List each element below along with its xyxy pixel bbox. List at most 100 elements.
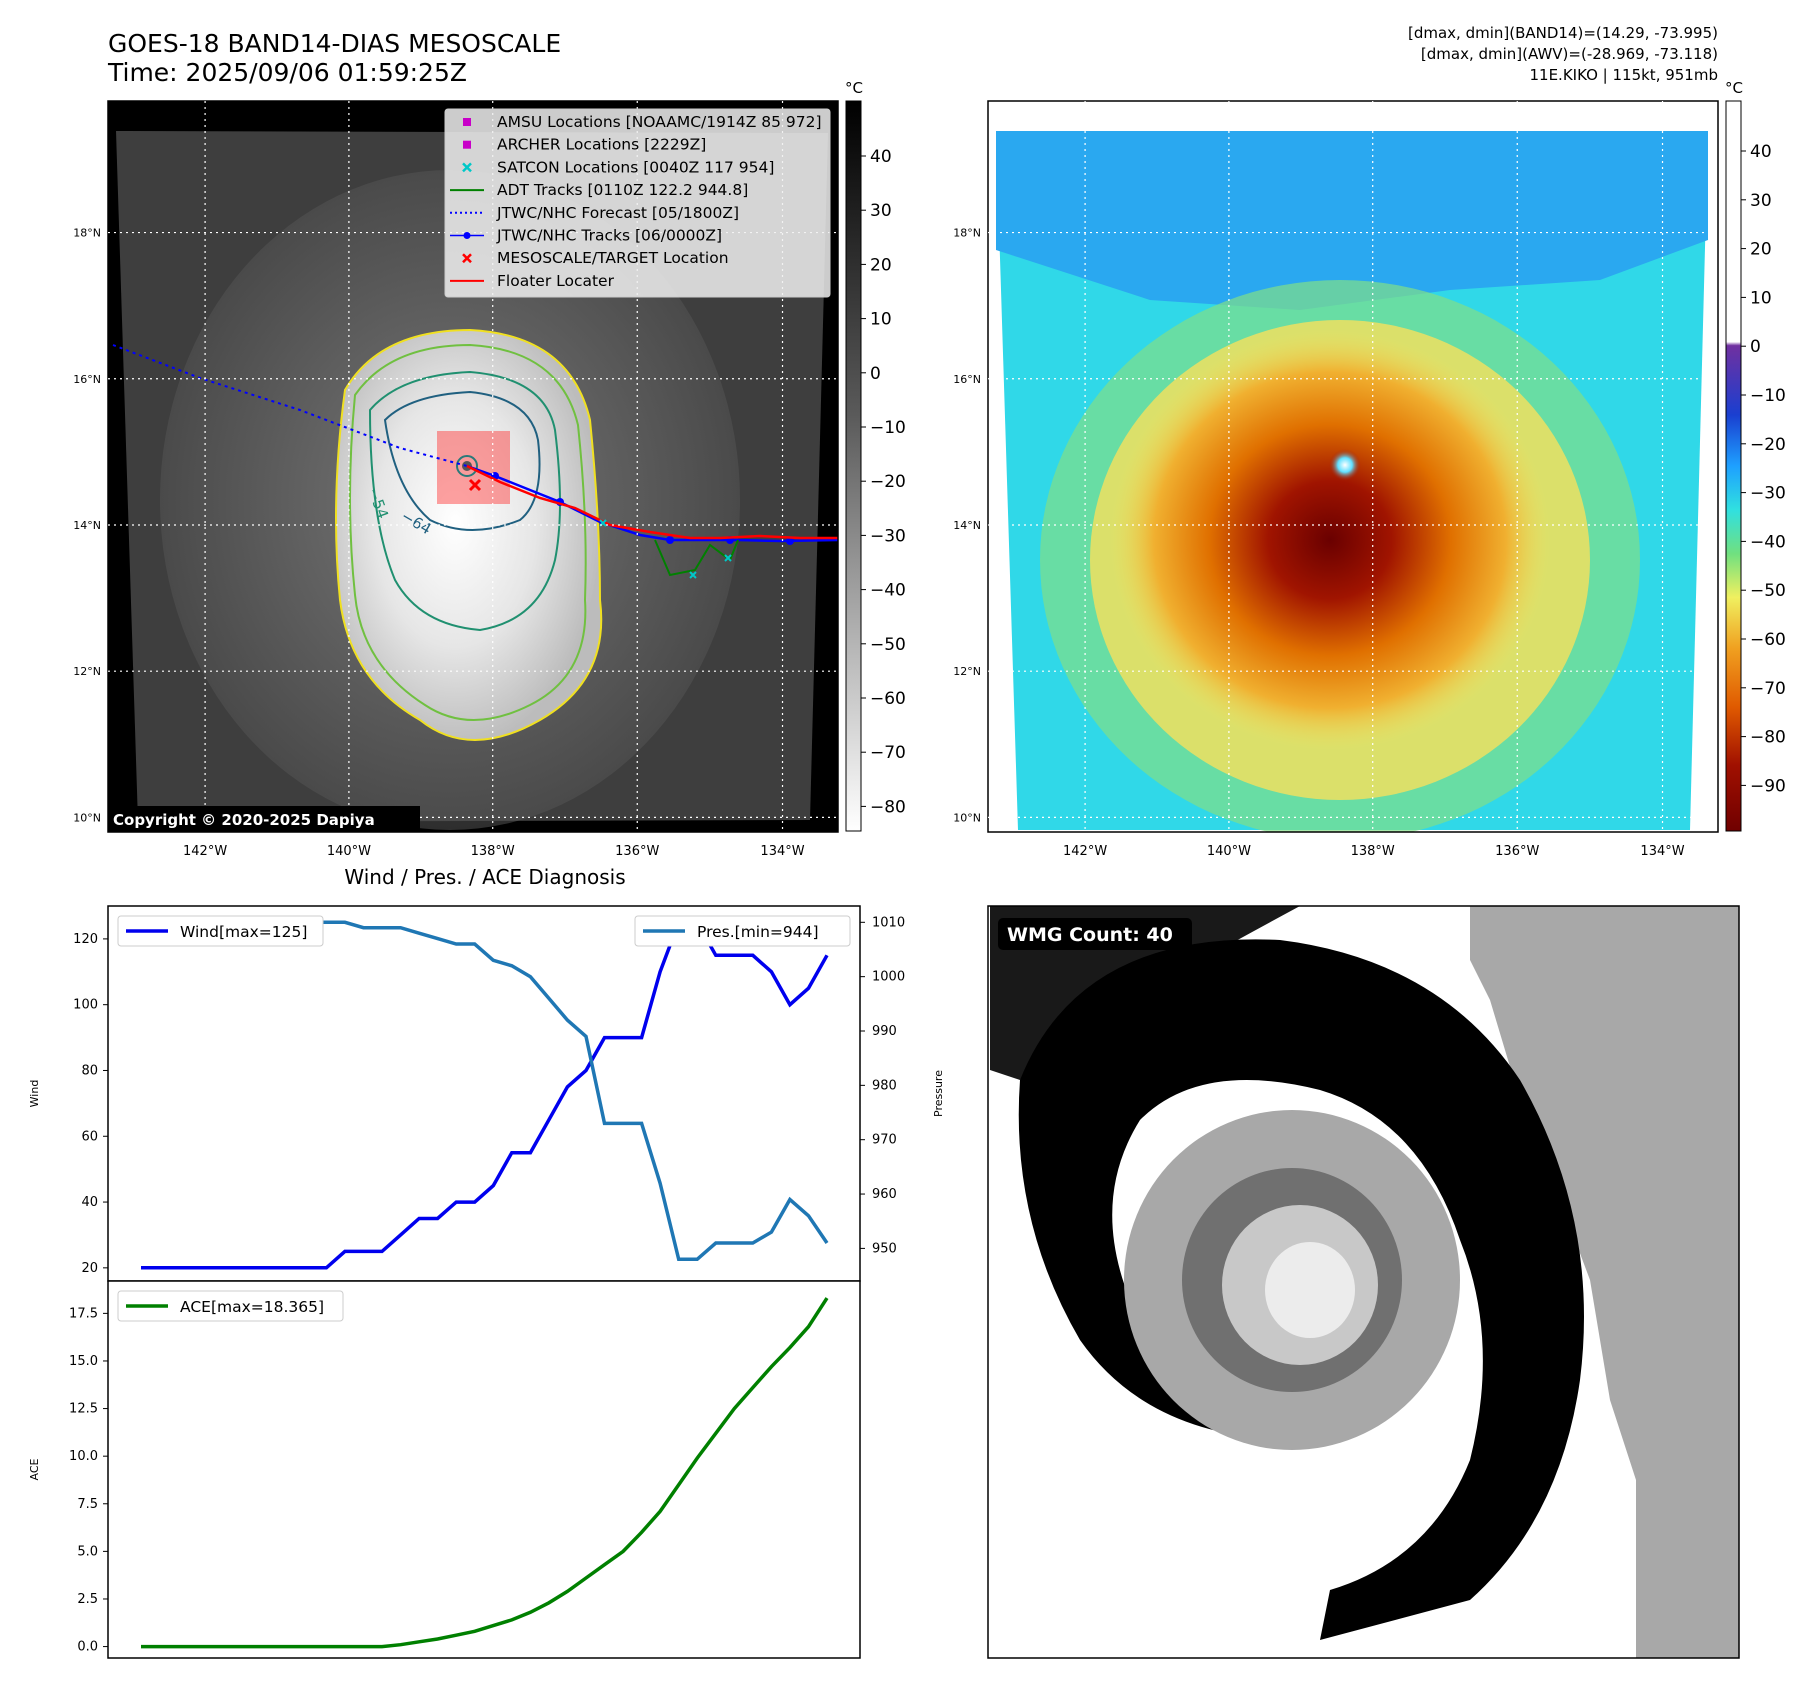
y-tick-label: 10.0 <box>69 1449 98 1464</box>
ir-contour-teal <box>368 370 561 632</box>
y-tick-label: 60 <box>81 1129 98 1144</box>
map-legend: AMSU Locations [NOAAMC/1914Z 85 972] ARCH… <box>444 108 831 298</box>
colorbar-tick-label: −30 <box>870 526 906 546</box>
color-storm-core <box>1110 330 1550 750</box>
copyright-text: Copyright © 2020-2025 Dapiya <box>113 811 375 829</box>
colorbar-tick-label: −20 <box>1750 435 1786 455</box>
series-legend-label: ACE[max=18.365] <box>180 1298 324 1316</box>
ir-lon-label: 134°W <box>760 844 804 859</box>
legend-marker-x <box>462 253 472 264</box>
ir-lat-label: 16°N <box>73 373 101 386</box>
colorbar-tick-label: 40 <box>1750 142 1772 162</box>
storm-eye-contour <box>456 455 478 477</box>
ace-chart: 0.0 2.5 5.0 7.5 10.0 12.5 15.0 17.5 ACE ACE[max=1… <box>28 1290 829 1655</box>
wind-pres-axes <box>107 905 861 1282</box>
series-line-0 <box>141 920 829 1270</box>
ir-contour-dark <box>383 390 541 531</box>
wmg-label-badge <box>998 918 1192 950</box>
color-lon-label: 136°W <box>1495 844 1539 859</box>
legend-entry-label: Floater Locater <box>497 272 615 290</box>
color-lat-label: 14°N <box>953 519 981 532</box>
y-tick-label: 0.0 <box>77 1640 98 1655</box>
legend-box <box>444 108 831 298</box>
floater-track <box>466 464 838 540</box>
gray-colorbar-ticks: 40 30 20 10 0 −10 −20 −30 −40 −50 −60 −70 −80 <box>861 147 906 817</box>
y-axis-label: Wind <box>28 1080 41 1108</box>
color-map-panel <box>988 101 1718 832</box>
y-right-tick-label: 980 <box>872 1078 897 1093</box>
colorbar-tick-label: 0 <box>870 364 881 384</box>
y-tick-label: 17.5 <box>69 1306 98 1321</box>
colorbar-tick-label: 10 <box>1750 288 1772 308</box>
wmg-panel: WMG Count: 40 <box>988 906 1739 1658</box>
y-right-tick-label: 960 <box>872 1187 897 1202</box>
wmg-frame <box>987 905 1740 1659</box>
series-legend-box <box>117 915 324 947</box>
title-line-2: Time: 2025/09/06 01:59:25Z <box>107 58 467 87</box>
gray-colorbar <box>845 100 862 832</box>
legend-entry-label: JTWC/NHC Forecast [05/1800Z] <box>496 204 739 222</box>
colorbar-tick-label: 20 <box>1750 240 1772 260</box>
ir-cloud-shield <box>336 330 602 740</box>
legend-marker-square <box>463 118 471 126</box>
ir-lat-label: 12°N <box>73 665 101 678</box>
y-tick-label: 5.0 <box>77 1544 98 1559</box>
y-right-tick-label: 990 <box>872 1024 897 1039</box>
y-right-tick-label: 950 <box>872 1241 897 1256</box>
color-axis-labels: 142°W 140°W 138°W 136°W 134°W 18°N 16°N 14°N 12°… <box>953 227 1684 859</box>
legend-entry-label: ADT Tracks [0110Z 122.2 944.8] <box>497 181 748 199</box>
colorbar-tick-label: −60 <box>1750 630 1786 650</box>
series-legend-label: Pres.[min=944] <box>697 923 819 941</box>
color-upper-region <box>996 131 1708 310</box>
best-track <box>466 464 838 543</box>
colorbar-tick-label: 0 <box>1750 337 1761 357</box>
series-legend-box <box>117 1290 344 1322</box>
ir-lon-label: 142°W <box>183 844 227 859</box>
y-tick-label: 2.5 <box>77 1592 98 1607</box>
color-lon-label: 140°W <box>1207 844 1251 859</box>
colorbar-tick-label: −10 <box>1750 386 1786 406</box>
color-lon-label: 134°W <box>1640 844 1684 859</box>
colorbar-tick-label: 40 <box>870 147 892 167</box>
legend-entry-label: JTWC/NHC Tracks [06/0000Z] <box>496 227 722 245</box>
ir-lon-label: 138°W <box>471 844 515 859</box>
color-lon-label: 138°W <box>1351 844 1395 859</box>
legend-marker-dot <box>463 232 471 239</box>
y-tick-label: 7.5 <box>77 1497 98 1512</box>
colorbar-tick-label: −50 <box>1750 581 1786 601</box>
ir-axis-labels: 142°W 140°W 138°W 136°W 134°W 18°N 16°N 14°N 12°… <box>73 227 804 859</box>
color-colorbar-unit: °C <box>1725 79 1743 97</box>
colorbar-tick-label: −10 <box>870 418 906 438</box>
wmg-eye <box>1265 1242 1355 1338</box>
diagnosis-title: Wind / Pres. / ACE Diagnosis <box>344 865 625 889</box>
ir-lat-label: 18°N <box>73 227 101 240</box>
colorbar-tick-label: −80 <box>1750 728 1786 748</box>
colorbar-tick-label: −30 <box>1750 484 1786 504</box>
series-line-0 <box>141 1297 829 1649</box>
ir-lon-label: 136°W <box>615 844 659 859</box>
y-tick-label: 12.5 <box>69 1402 98 1417</box>
copyright-badge: Copyright © 2020-2025 Dapiya <box>108 806 420 832</box>
satcon-markers <box>599 519 732 579</box>
ace-axes <box>107 1280 861 1659</box>
colorbar-tick-label: 30 <box>1750 191 1772 211</box>
colorbar-tick-label: −70 <box>870 743 906 763</box>
info-line-3: 11E.KIKO | 115kt, 951mb <box>1529 66 1718 84</box>
copyright-background <box>108 806 420 832</box>
mesoscale-target-marker <box>468 478 482 492</box>
y-axis-label: ACE <box>28 1458 41 1480</box>
colorbar-tick-label: −80 <box>870 797 906 817</box>
title-line-1: GOES-18 BAND14-DIAS MESOSCALE <box>108 29 561 58</box>
info-line-2: [dmax, dmin](AWV)=(-28.969, -73.118) <box>1421 45 1718 63</box>
forecast-track <box>112 344 468 467</box>
color-lat-label: 12°N <box>953 665 981 678</box>
colorbar-tick-label: −40 <box>1750 532 1786 552</box>
wind-pressure-chart: 20 40 60 80 100 120 Wind 950 960 970 980 990 1000 101… <box>28 915 945 1276</box>
color-colorbar-ticks: 40 30 20 10 0 −10 −20 −30 −40 −50 −60 −70 −80 −90 <box>1741 142 1786 796</box>
colorbar-tick-label: 30 <box>870 201 892 221</box>
legend-marker-x <box>462 162 472 173</box>
y-right-tick-label: 1000 <box>872 970 905 985</box>
legend-entry-label: AMSU Locations [NOAAMC/1914Z 85 972] <box>497 113 822 131</box>
series-legend-label: Wind[max=125] <box>180 923 307 941</box>
